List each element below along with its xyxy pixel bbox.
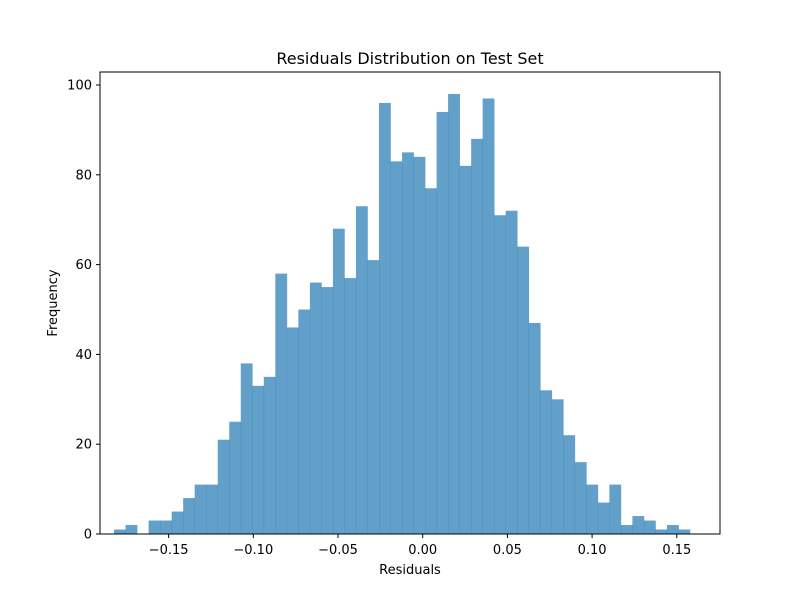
- histogram-bar: [643, 520, 656, 534]
- histogram-bar: [171, 511, 184, 534]
- histogram-bar: [206, 484, 219, 534]
- x-tick-label: −0.10: [233, 543, 273, 558]
- y-axis-title: Frequency: [46, 269, 61, 336]
- x-tick-label: −0.05: [318, 543, 358, 558]
- histogram-bar: [114, 529, 126, 534]
- histogram-bar: [390, 161, 403, 534]
- histogram-bar: [609, 484, 622, 534]
- plot-area-frame: [99, 71, 721, 535]
- x-tick-label: 0.10: [578, 543, 607, 558]
- histogram-bar: [298, 309, 311, 534]
- histogram-bar: [540, 390, 553, 534]
- histogram-bar: [528, 322, 541, 534]
- histogram-bar: [367, 260, 380, 534]
- histogram-bar: [436, 111, 449, 535]
- histogram-bar: [574, 462, 587, 534]
- histogram-bar: [275, 273, 288, 534]
- histogram-bar: [482, 98, 495, 535]
- histogram-bar: [517, 246, 530, 534]
- y-tick-label: 40: [75, 348, 92, 363]
- histogram-bar: [563, 435, 576, 534]
- histogram-bars: [114, 94, 691, 535]
- histogram-bar: [425, 188, 437, 535]
- chart-title: Residuals Distribution on Test Set: [276, 49, 543, 68]
- y-axis-ticks: 0 20 40 60 80 100: [67, 79, 100, 543]
- histogram-bar: [459, 165, 472, 534]
- x-axis-ticks: −0.15 −0.10 −0.05 0.00 0.05 0.10 0.15: [149, 534, 691, 558]
- histogram-bar: [160, 520, 172, 534]
- histogram-bar: [240, 363, 253, 534]
- histogram-bar: [309, 282, 322, 534]
- histogram-bar: [471, 138, 483, 534]
- histogram-bar: [252, 385, 265, 534]
- histogram-bar: [448, 94, 460, 534]
- x-tick-label: 0.00: [408, 543, 437, 558]
- x-axis-title: Residuals: [379, 563, 441, 578]
- histogram-bar: [125, 525, 138, 534]
- histogram-bar: [620, 525, 633, 534]
- histogram-bar: [344, 278, 357, 534]
- histogram-bar: [551, 399, 564, 534]
- histogram-bar: [413, 156, 426, 535]
- histogram-bar: [586, 484, 599, 534]
- x-tick-label: 0.05: [493, 543, 522, 558]
- y-tick-label: 60: [75, 258, 92, 273]
- x-tick-label: 0.15: [662, 543, 691, 558]
- histogram-bar: [632, 516, 645, 534]
- y-tick-label: 80: [75, 168, 92, 183]
- histogram-bar: [655, 529, 668, 534]
- histogram-bar: [194, 484, 207, 534]
- histogram-bar: [597, 502, 610, 534]
- histogram-bar: [402, 152, 414, 534]
- histogram-bar: [321, 287, 334, 534]
- y-tick-label: 0: [84, 528, 92, 543]
- histogram-bar: [379, 102, 391, 534]
- histogram-bar: [183, 498, 195, 534]
- histogram-bar: [229, 421, 242, 534]
- histogram-bar: [263, 376, 276, 534]
- histogram-bar: [355, 206, 368, 535]
- histogram-bar: [666, 525, 679, 534]
- histogram-bar: [332, 228, 345, 534]
- histogram-bar: [217, 439, 230, 534]
- histogram-bar: [494, 215, 507, 534]
- histogram-bar: [678, 529, 691, 534]
- y-tick-label: 100: [67, 79, 92, 94]
- x-tick-label: −0.15: [149, 543, 189, 558]
- histogram-bar: [148, 520, 161, 534]
- histogram-bar: [505, 210, 518, 535]
- histogram-bar: [286, 327, 299, 534]
- y-tick-label: 20: [75, 438, 92, 453]
